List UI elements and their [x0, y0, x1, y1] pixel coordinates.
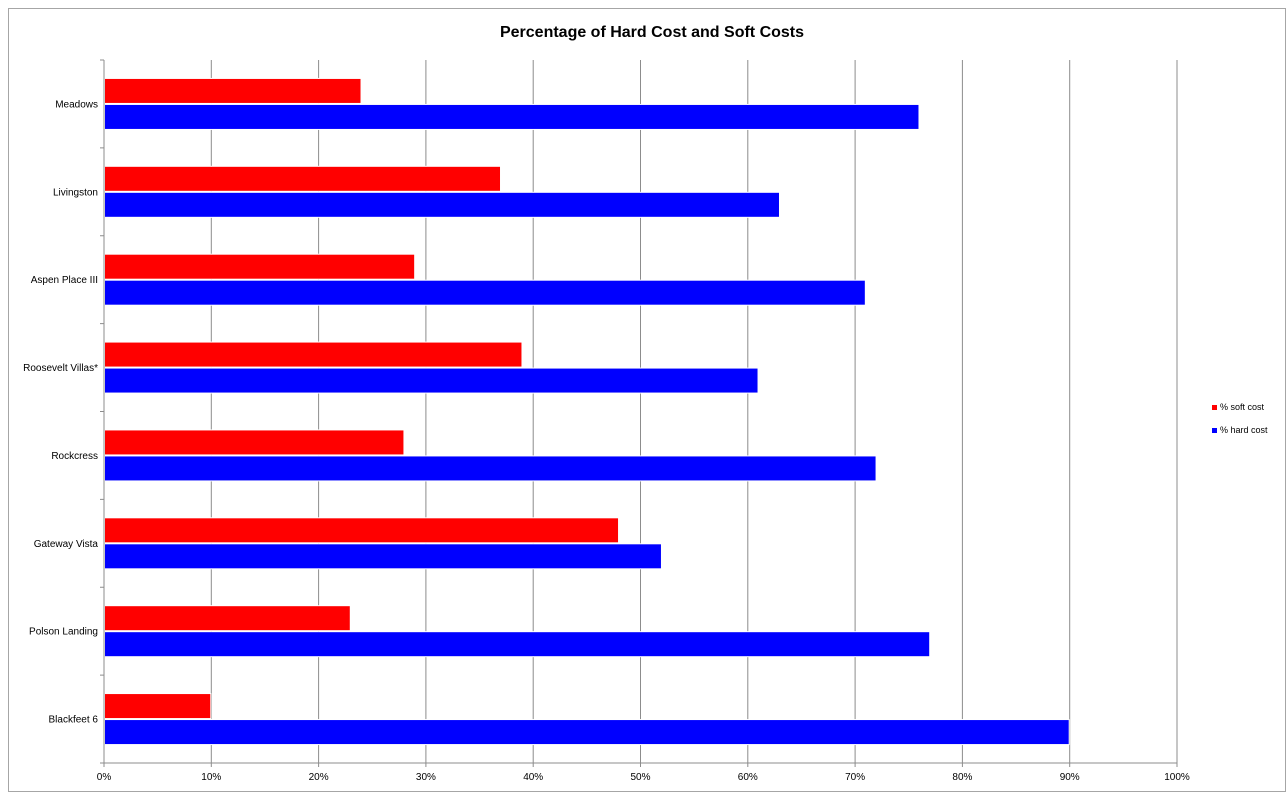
y-tick-label: Polson Landing [29, 627, 98, 638]
y-tick-label: Livingston [53, 187, 98, 198]
bar-hard-cost [104, 191, 780, 218]
x-tick-label: 40% [523, 772, 543, 783]
y-tick-label: Blackfeet 6 [49, 715, 99, 726]
chart-title: Percentage of Hard Cost and Soft Costs [500, 24, 804, 41]
legend-swatch [1212, 428, 1217, 433]
bar-hard-cost [104, 631, 931, 658]
legend: % soft cost % hard cost [1212, 402, 1268, 435]
x-tick-label: 50% [630, 772, 650, 783]
bar-hard-cost [104, 279, 866, 306]
y-tick-label: Rockcress [51, 451, 98, 462]
gridlines [210, 60, 1178, 763]
x-tick-label: 70% [845, 772, 865, 783]
bar-soft-cost [104, 429, 405, 456]
y-tick-label: Roosevelt Villas* [23, 363, 98, 374]
bar-hard-cost [104, 103, 920, 130]
y-tick-label: Aspen Place III [31, 275, 98, 286]
bars [104, 77, 1070, 746]
bar-soft-cost [104, 693, 212, 720]
x-tick-label: 60% [738, 772, 758, 783]
x-tick-label: 90% [1060, 772, 1080, 783]
x-tick-label: 20% [309, 772, 329, 783]
x-tick-label: 80% [952, 772, 972, 783]
bar-hard-cost [104, 719, 1070, 746]
bar-soft-cost [104, 165, 502, 192]
chart-frame: Percentage of Hard Cost and Soft Costs 0… [8, 8, 1286, 792]
bar-soft-cost [104, 605, 351, 632]
bar-hard-cost [104, 543, 662, 570]
bar-hard-cost [104, 367, 759, 394]
x-tick-label: 0% [97, 772, 112, 783]
legend-label: % soft cost [1220, 402, 1265, 412]
bar-chart: Percentage of Hard Cost and Soft Costs 0… [23, 24, 1268, 783]
x-tick-label: 30% [416, 772, 436, 783]
legend-label: % hard cost [1220, 425, 1268, 435]
bar-soft-cost [104, 77, 362, 104]
bar-soft-cost [104, 253, 416, 280]
y-tick-label: Meadows [55, 99, 98, 110]
bar-soft-cost [104, 517, 620, 544]
legend-swatch [1212, 405, 1217, 410]
x-tick-label: 10% [201, 772, 221, 783]
axes: 0% 10% 20% 30% 40% 50% 60% 70% 80% 90% 100% Meadows… [23, 59, 1190, 783]
bar-soft-cost [104, 341, 523, 368]
y-tick-label: Gateway Vista [34, 539, 99, 550]
bar-hard-cost [104, 455, 877, 482]
x-tick-label: 100% [1164, 772, 1190, 783]
